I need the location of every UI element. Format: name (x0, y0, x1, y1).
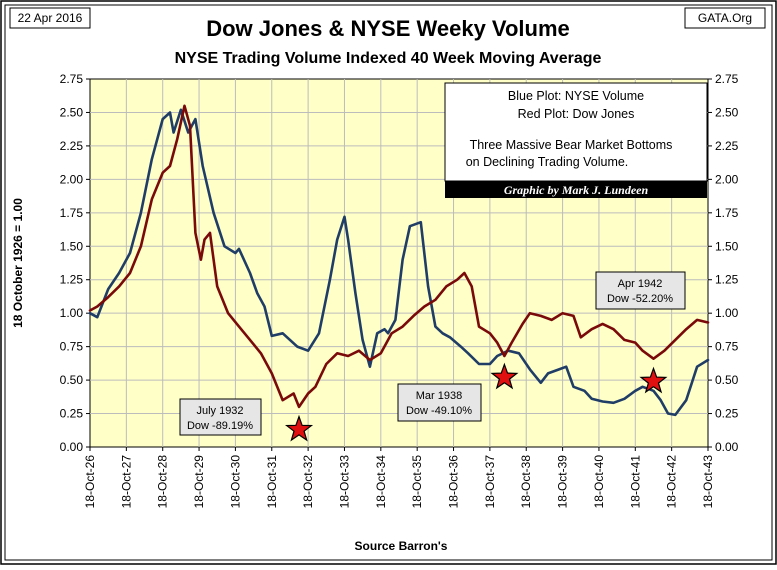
y-tick-label-left: 2.25 (60, 139, 84, 153)
annotation-1938-line1: Mar 1938 (416, 390, 462, 402)
x-tick-label: 18-Oct-31 (265, 455, 279, 509)
y-tick-label-right: 2.50 (715, 105, 739, 119)
star-markers (285, 362, 668, 442)
x-axis: 18-Oct-26 18-Oct-27 18-Oct-28 18-Oct-29 18-O… (83, 447, 715, 508)
x-tick-label: 18-Oct-41 (628, 455, 642, 509)
annotation-1938: Mar 1938 Dow -49.10% (397, 383, 482, 422)
y-tick-label-left: 0.75 (60, 340, 84, 354)
x-tick-label: 18-Oct-33 (337, 455, 351, 509)
annotation-1942: Apr 1942 Dow -52.20% (595, 271, 686, 310)
legend-red: Red Plot: Dow Jones (518, 107, 635, 121)
inner-frame (4, 4, 773, 561)
annotation-1932: July 1932 Dow -89.19% (179, 398, 262, 436)
y-tick-label-left: 0.50 (60, 373, 84, 387)
y-axis-title: 18 October 1926 = 1.00 (11, 198, 25, 328)
legend-note-2: on Declining Trading Volume. (466, 155, 629, 169)
y-tick-label-left: 2.50 (60, 105, 84, 119)
credit-banner (445, 181, 707, 198)
x-tick-label: 18-Oct-38 (519, 455, 533, 509)
legend-note-1: Three Massive Bear Market Bottoms (470, 138, 673, 152)
x-axis-title: Source Barron's (355, 539, 448, 553)
x-tick-label: 18-Oct-37 (483, 455, 497, 509)
site-label: GATA.Org (698, 11, 752, 25)
annotation-1932-line2: Dow -89.19% (187, 420, 253, 432)
y-tick-label-right: 1.75 (715, 206, 739, 220)
y-tick-label-right: 1.25 (715, 273, 739, 287)
date-box (9, 7, 91, 29)
y-tick-label-right: 1.50 (715, 239, 739, 253)
annotation-1942-box (595, 271, 686, 310)
series-line-nyse-volume (88, 108, 710, 417)
y-axis-left: 0.00 0.25 0.50 0.75 1.00 1.25 1.50 1.75 2.00 2.25… (60, 72, 90, 454)
annotation-1938-box (397, 383, 482, 422)
date-label: 22 Apr 2016 (18, 11, 83, 25)
x-tick-label: 18-Oct-29 (192, 455, 206, 509)
y-tick-label-right: 0.50 (715, 373, 739, 387)
y-tick-label-right: 2.00 (715, 172, 739, 186)
x-tick-label: 18-Oct-28 (156, 455, 170, 509)
y-tick-label-left: 0.25 (60, 407, 84, 421)
annotation-1938-line2: Dow -49.10% (406, 405, 472, 417)
y-tick-label-left: 2.00 (60, 172, 84, 186)
chart-title: Dow Jones & NYSE Weeky Volume (206, 16, 570, 41)
y-tick-label-right: 2.75 (715, 72, 739, 86)
y-tick-label-left: 0.00 (60, 440, 84, 454)
x-tick-label: 18-Oct-26 (83, 455, 97, 509)
x-tick-label: 18-Oct-39 (556, 455, 570, 509)
grid (90, 79, 708, 447)
x-tick-label: 18-Oct-35 (410, 455, 424, 509)
series-line-dow-jones (88, 104, 710, 409)
y-tick-label-right: 0.00 (715, 440, 739, 454)
legend-box (444, 82, 708, 182)
y-tick-label-right: 0.75 (715, 340, 739, 354)
y-tick-label-left: 1.75 (60, 206, 84, 220)
y-tick-label-left: 1.00 (60, 306, 84, 320)
y-tick-label-right: 0.25 (715, 407, 739, 421)
annotation-1932-line1: July 1932 (196, 405, 243, 417)
x-tick-label: 18-Oct-36 (447, 455, 461, 509)
y-tick-label-left: 1.50 (60, 239, 84, 253)
y-tick-label-right: 1.00 (715, 306, 739, 320)
y-tick-label-right: 2.25 (715, 139, 739, 153)
chart-subtitle: NYSE Trading Volume Indexed 40 Week Movi… (175, 50, 602, 67)
annotation-1932-box (179, 398, 262, 436)
legend-blue: Blue Plot: NYSE Volume (508, 89, 644, 103)
y-tick-label-left: 1.25 (60, 273, 84, 287)
star-marker (490, 362, 519, 390)
x-tick-label: 18-Oct-30 (228, 455, 242, 509)
x-tick-label: 18-Oct-34 (374, 455, 388, 509)
x-tick-label: 18-Oct-42 (665, 455, 679, 509)
y-tick-label-left: 2.75 (60, 72, 84, 86)
x-tick-label: 18-Oct-27 (119, 455, 133, 509)
star-marker (285, 414, 314, 442)
annotation-1942-line2: Dow -52.20% (607, 293, 673, 305)
site-box (684, 7, 766, 29)
credit-label: Graphic by Mark J. Lundeen (504, 183, 649, 197)
series-layer (88, 104, 710, 417)
annotation-1942-line1: Apr 1942 (618, 278, 663, 290)
star-marker (639, 366, 668, 394)
y-axis-right: 0.00 0.25 0.50 0.75 1.00 1.25 1.50 1.75 2.00 2.25… (708, 72, 739, 454)
x-tick-label: 18-Oct-43 (701, 455, 715, 509)
x-tick-label: 18-Oct-32 (301, 455, 315, 509)
x-tick-label: 18-Oct-40 (592, 455, 606, 509)
